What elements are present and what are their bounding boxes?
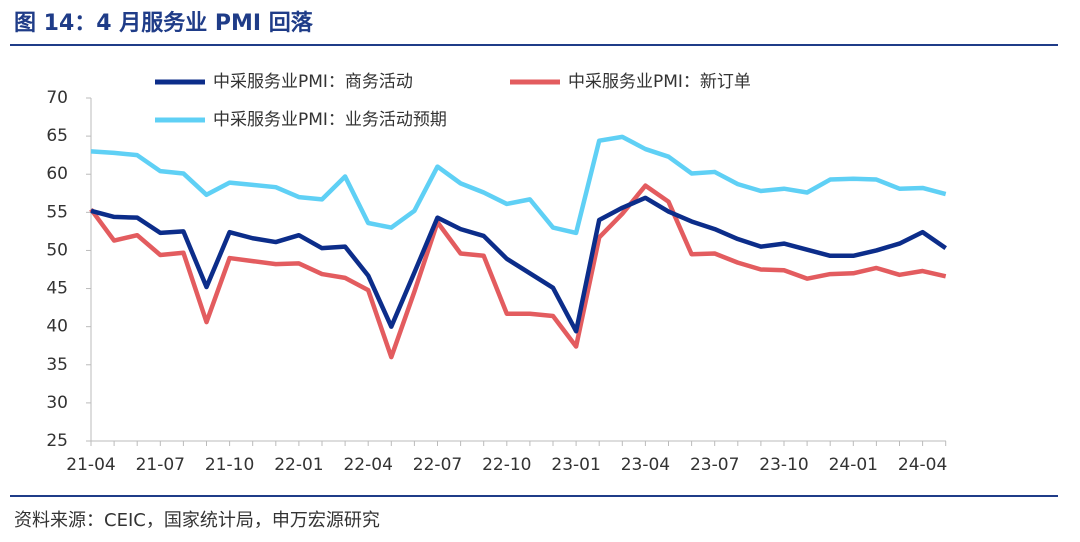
- x-tick-label: 22-07: [413, 455, 462, 475]
- y-tick-label: 65: [46, 126, 68, 146]
- x-tick-label: 22-10: [482, 455, 531, 475]
- x-tick-label: 22-01: [274, 455, 323, 475]
- series-line: [90, 134, 947, 236]
- x-tick-label: 21-10: [205, 455, 254, 475]
- series-line: [90, 195, 947, 334]
- x-tick-label: 23-04: [621, 455, 670, 475]
- x-tick-label: 21-07: [136, 455, 185, 475]
- y-tick-label: 45: [46, 279, 68, 299]
- x-tick-label: 24-01: [829, 455, 878, 475]
- legend-label: 中采服务业PMI：新订单: [568, 72, 751, 92]
- legend-label: 中采服务业PMI：业务活动预期: [213, 110, 447, 130]
- x-tick-label: 23-01: [551, 455, 600, 475]
- y-tick-label: 55: [46, 202, 68, 222]
- y-tick-label: 40: [46, 317, 68, 337]
- x-tick-label: 23-07: [690, 455, 739, 475]
- title: 图 14：4 月服务业 PMI 回落: [14, 11, 314, 36]
- source: 资料来源：CEIC，国家统计局，申万宏源研究: [14, 510, 380, 531]
- y-tick-label: 35: [46, 355, 68, 375]
- y-tick-label: 30: [46, 393, 68, 413]
- x-tick-label: 21-04: [66, 455, 115, 475]
- x-tick-label: 22-04: [343, 455, 392, 475]
- x-tick-label: 23-10: [759, 455, 808, 475]
- series-line: [89, 183, 947, 360]
- y-tick-label: 70: [46, 88, 68, 108]
- y-tick-label: 25: [46, 431, 68, 451]
- y-tick-label: 50: [46, 240, 68, 260]
- legend-label: 中采服务业PMI：商务活动: [213, 72, 413, 92]
- y-tick-label: 60: [46, 164, 68, 184]
- x-tick-label: 24-04: [898, 455, 947, 475]
